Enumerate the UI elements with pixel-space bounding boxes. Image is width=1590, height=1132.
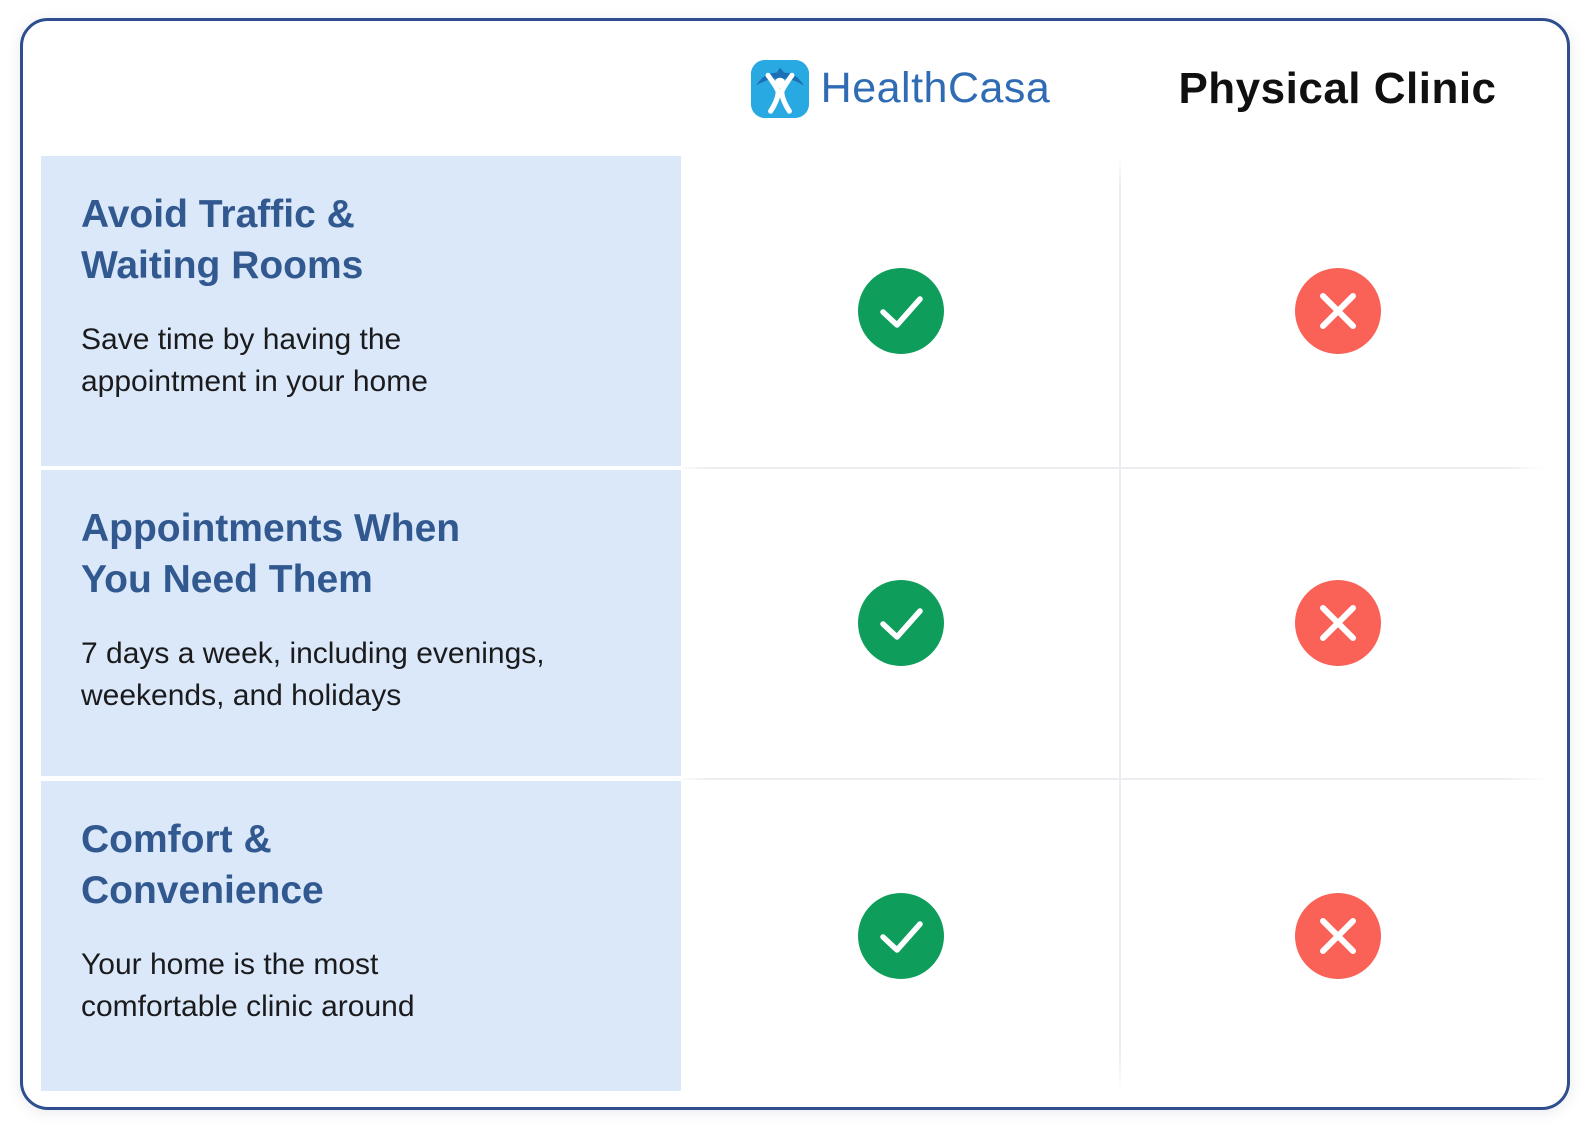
healthcasa-status-cell: [681, 781, 1120, 1091]
feature-description: Save time by having the appointment in y…: [81, 319, 636, 403]
check-icon: [857, 893, 944, 979]
feature-desc-line: comfortable clinic around: [81, 990, 415, 1024]
feature-title: Avoid Traffic & Waiting Rooms: [81, 190, 636, 291]
feature-title-line: Convenience: [81, 868, 324, 912]
feature-desc-line: appointment in your home: [81, 365, 428, 399]
feature-description: Your home is the most comfortable clinic…: [81, 944, 636, 1028]
x-icon: [1294, 580, 1381, 666]
clinic-status-cell: [1120, 156, 1555, 466]
feature-description: 7 days a week, including evenings, weeke…: [81, 633, 636, 717]
x-icon: [1294, 268, 1381, 354]
comparison-card: HealthCasa Physical Clinic Avoid Traffic…: [20, 18, 1570, 1110]
brand-name: HealthCasa: [820, 64, 1051, 112]
clinic-status-cell: [1120, 781, 1555, 1091]
row-divider: [675, 778, 1545, 780]
feature-title-line: Avoid Traffic &: [81, 193, 355, 236]
check-icon: [857, 268, 944, 354]
row-divider: [675, 467, 1545, 469]
feature-desc-line: Save time by having the: [81, 323, 402, 357]
feature-row-appointments: Appointments When You Need Them 7 days a…: [41, 470, 681, 776]
healthcasa-logo-icon: [750, 59, 809, 118]
healthcasa-header: HealthCasa: [681, 21, 1120, 156]
x-icon: [1294, 893, 1381, 979]
column-divider: [1119, 157, 1121, 1091]
feature-desc-line: Your home is the most: [81, 948, 379, 982]
feature-title-line: Appointments When: [81, 507, 461, 550]
healthcasa-status-cell: [681, 470, 1120, 776]
check-icon: [857, 580, 944, 666]
feature-title-line: Waiting Rooms: [81, 243, 364, 287]
feature-title: Appointments When You Need Them: [81, 504, 636, 605]
clinic-status-cell: [1120, 470, 1555, 776]
healthcasa-status-cell: [681, 156, 1120, 466]
feature-desc-line: 7 days a week, including evenings,: [81, 637, 545, 671]
feature-desc-line: weekends, and holidays: [81, 679, 402, 713]
physical-clinic-header: Physical Clinic: [1120, 21, 1555, 156]
feature-row-avoid-traffic: Avoid Traffic & Waiting Rooms Save time …: [41, 156, 681, 466]
feature-title: Comfort & Convenience: [81, 815, 636, 916]
feature-title-line: You Need Them: [81, 557, 373, 601]
logo-roof-shape: [755, 67, 804, 86]
feature-title-line: Comfort &: [81, 818, 272, 861]
clinic-column-title: Physical Clinic: [1178, 63, 1497, 113]
feature-row-comfort: Comfort & Convenience Your home is the m…: [41, 781, 681, 1091]
